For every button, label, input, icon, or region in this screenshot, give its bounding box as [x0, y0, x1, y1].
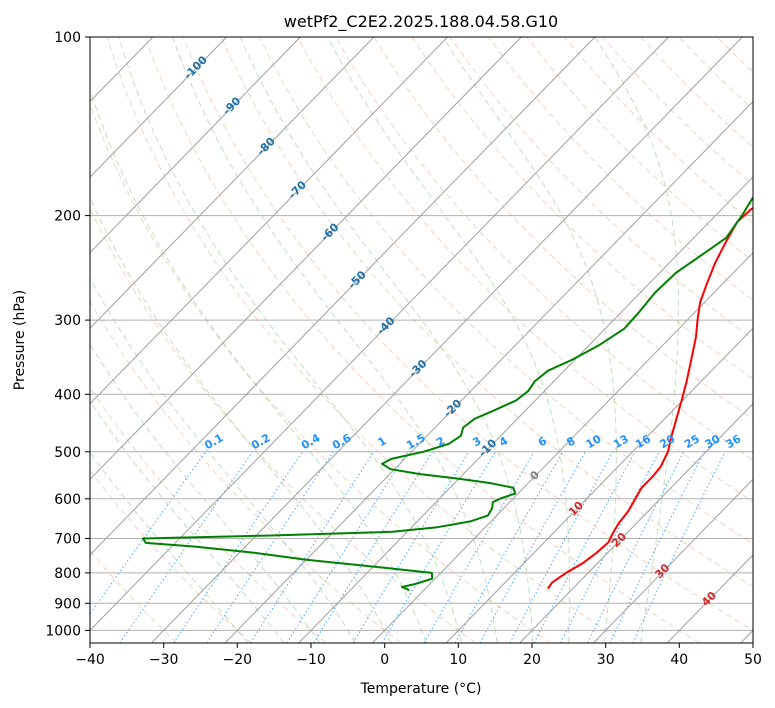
isotherm-line: [593, 478, 753, 643]
mixing-ratio-line: [609, 451, 705, 643]
isotherm-line: [298, 176, 753, 643]
x-tick-label: 10: [449, 652, 467, 668]
isotherm-line: [372, 251, 753, 643]
y-tick-label: 500: [54, 445, 81, 461]
y-tick-label: 300: [54, 313, 81, 329]
moist-adiabat: [172, 37, 498, 643]
isotherm-line: [90, 37, 448, 405]
isotherm-line: [224, 100, 753, 643]
y-tick-label: 600: [54, 492, 81, 508]
moist-adiabat: [90, 451, 249, 643]
dry-adiabat: [182, 37, 753, 631]
mixing-ratio-line: [173, 451, 303, 643]
mixing-ratio-line: [352, 451, 470, 643]
x-tick-label: −40: [75, 652, 105, 668]
isotherm-line: [90, 37, 669, 632]
dry-adiabat: [220, 37, 753, 588]
y-tick-label: 200: [54, 209, 81, 225]
y-tick-label: 800: [54, 566, 81, 582]
isotherm-line: [151, 37, 743, 643]
moist-adiabat: [90, 277, 356, 643]
mixing-ratio-lines: [90, 451, 726, 643]
moist-adiabat: [90, 196, 392, 643]
moist-adiabat: [90, 343, 321, 643]
moist-adiabat: [239, 37, 534, 643]
dry-adiabat: [297, 37, 753, 503]
isotherm-line: [90, 37, 227, 178]
y-tick-label: 1000: [45, 623, 81, 639]
dry-adiabat: [106, 37, 626, 643]
isotherm-line: [519, 403, 753, 643]
x-tick-label: −20: [223, 652, 253, 668]
dry-adiabat: [90, 103, 551, 643]
mixing-ratio-line: [509, 451, 614, 643]
moist-adiabat: [90, 88, 427, 643]
dry-adiabat: [259, 37, 753, 545]
dry-adiabat: [90, 469, 252, 643]
mixing-ratio-line: [286, 451, 409, 643]
y-axis-label: Pressure (hPa): [12, 290, 28, 390]
isotherm-line: [90, 37, 301, 254]
mixing-ratio-line: [533, 451, 636, 643]
mixing-ratio-line: [454, 451, 564, 643]
plot-frame: [89, 36, 754, 644]
profile-series: [141, 195, 753, 592]
isotherms: [90, 37, 753, 643]
x-tick-label: 20: [523, 652, 541, 668]
moist-adiabat: [118, 37, 463, 643]
moist-adiabat: [90, 400, 285, 643]
isotherm-line: [90, 37, 375, 329]
mixing-ratio-line: [587, 451, 685, 643]
moist-adiabat: [442, 37, 617, 643]
isotherm-line: [445, 327, 753, 643]
mixing-ratio-line: [90, 451, 207, 615]
x-tick-label: 0: [380, 652, 389, 668]
y-tick-label: 400: [54, 387, 81, 403]
dry-adiabats: [90, 37, 753, 643]
isotherm-line: [90, 37, 596, 556]
x-tick-label: −30: [149, 652, 179, 668]
y-tick-label: 700: [54, 532, 81, 548]
dewpoint-profile-line: [141, 195, 753, 592]
y-tick-label: 100: [54, 30, 81, 46]
temperature-profile-line: [546, 206, 753, 590]
plot-area: [90, 37, 753, 643]
isotherm-line: [90, 37, 522, 481]
x-axis-ticks: −40 −30 −20 −10 0 10 20 30 40 50: [75, 643, 762, 668]
y-axis-ticks: 100 200 300 400 500 600 700 800 900 1000: [45, 30, 90, 639]
mixing-ratio-line: [206, 451, 334, 643]
moist-adiabat: [594, 37, 679, 643]
dry-adiabat: [90, 207, 476, 643]
x-tick-label: 40: [670, 652, 688, 668]
chart-title: wetPf2_C2E2.2025.188.04.58.G10: [284, 12, 558, 32]
x-tick-label: −10: [296, 652, 326, 668]
mixing-ratio-line: [250, 451, 375, 643]
x-tick-label: 30: [597, 652, 615, 668]
x-tick-label: 50: [744, 652, 762, 668]
pressure-grid: [90, 37, 753, 631]
y-tick-label: 900: [54, 596, 81, 612]
dry-adiabat: [90, 387, 327, 643]
dry-adiabat: [335, 37, 753, 461]
mixing-ratio-line: [119, 451, 254, 643]
x-axis-label: Temperature (°C): [360, 681, 482, 697]
